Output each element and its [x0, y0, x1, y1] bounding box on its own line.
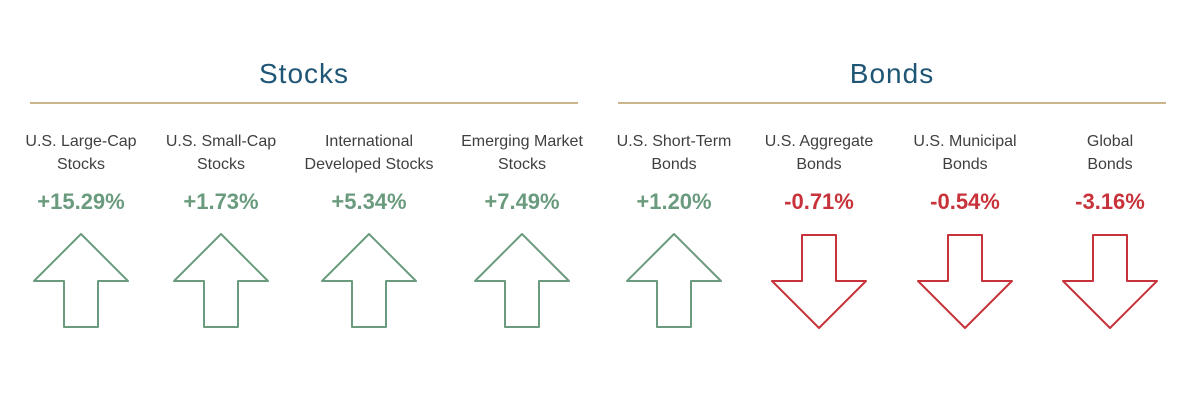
arrow-up-icon	[624, 232, 724, 332]
asset-label: Emerging Market Stocks	[461, 133, 583, 173]
asset-label: Global Bonds	[1086, 133, 1134, 173]
arrow-down-icon	[769, 232, 869, 332]
asset-column-emerging-market-stocks: Emerging Market Stocks +7.49%	[447, 130, 597, 215]
asset-label: U.S. Short-Term Bonds	[616, 133, 732, 173]
arrow-up-icon	[319, 232, 419, 332]
asset-column-us-short-term-bonds: U.S. Short-Term Bonds +1.20%	[599, 130, 749, 215]
asset-return: -0.71%	[784, 189, 854, 214]
asset-return: +7.49%	[484, 189, 560, 214]
arrow-down-icon	[1060, 232, 1160, 332]
arrow-up-icon	[31, 232, 131, 332]
arrow-down-icon	[915, 232, 1015, 332]
asset-return: +15.29%	[37, 189, 125, 214]
asset-return: -0.54%	[930, 189, 1000, 214]
stocks-heading: Stocks	[258, 58, 350, 89]
asset-column-us-municipal-bonds: U.S. Municipal Bonds -0.54%	[890, 130, 1040, 215]
bonds-divider	[618, 102, 1166, 104]
asset-label: U.S. Small-Cap Stocks	[165, 133, 277, 173]
asset-label: International Developed Stocks	[304, 133, 434, 173]
asset-label: U.S. Municipal Bonds	[913, 133, 1017, 173]
bonds-heading: Bonds	[849, 58, 935, 89]
asset-column-us-aggregate-bonds: U.S. Aggregate Bonds -0.71%	[744, 130, 894, 215]
asset-return: +1.20%	[636, 189, 712, 214]
stocks-divider	[30, 102, 578, 104]
asset-column-global-bonds: Global Bonds -3.16%	[1035, 130, 1185, 215]
arrow-up-icon	[472, 232, 572, 332]
asset-column-international-developed-stocks: International Developed Stocks +5.34%	[294, 130, 444, 215]
asset-return: -3.16%	[1075, 189, 1145, 214]
asset-column-us-small-cap-stocks: U.S. Small-Cap Stocks +1.73%	[146, 130, 296, 215]
asset-return: +1.73%	[183, 189, 259, 214]
asset-column-us-large-cap-stocks: U.S. Large-Cap Stocks +15.29%	[6, 130, 156, 215]
asset-return: +5.34%	[331, 189, 407, 214]
asset-label: U.S. Large-Cap Stocks	[25, 133, 137, 173]
asset-label: U.S. Aggregate Bonds	[764, 133, 874, 173]
arrow-up-icon	[171, 232, 271, 332]
